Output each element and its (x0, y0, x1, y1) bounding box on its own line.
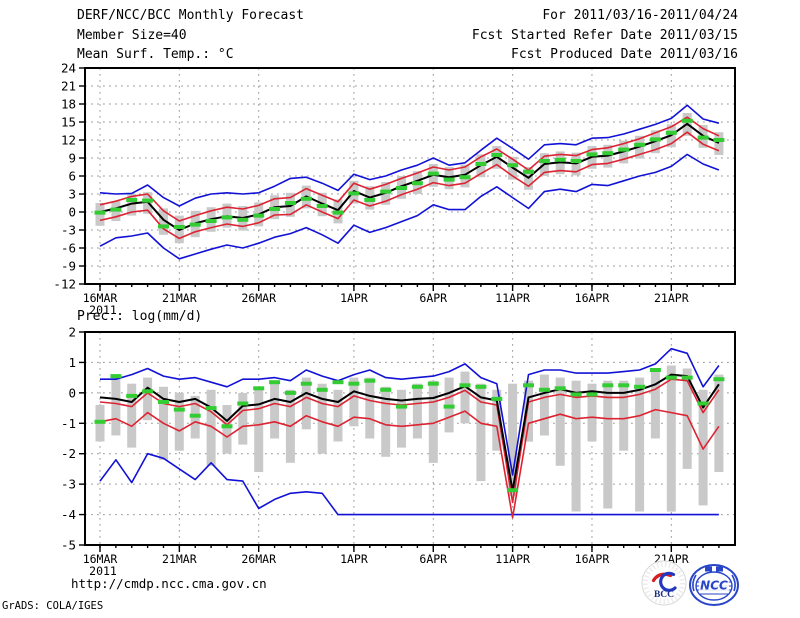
ncc-logo-laurel (692, 574, 736, 592)
svg-text:16MAR: 16MAR (83, 552, 118, 566)
ncc-logo-text: NCC (700, 579, 728, 593)
svg-text:18: 18 (61, 97, 76, 112)
svg-text:1APR: 1APR (340, 291, 368, 305)
ensemble-mean-line (99, 373, 720, 492)
ncc-logo: NCC (689, 564, 739, 606)
grads-credit: GrADS: COLA/IGES (2, 600, 104, 612)
lower-quartile-line (99, 408, 720, 519)
source-url-link[interactable]: http://cmdp.ncc.cma.gov.cn (71, 576, 267, 591)
bcc-logo-ring (641, 560, 687, 606)
svg-text:6APR: 6APR (419, 552, 447, 566)
observation-markers (94, 368, 725, 493)
bcc-logo-red-swirl (651, 572, 673, 583)
upper-quartile-line (99, 378, 720, 504)
lower-quartile-line (99, 131, 720, 240)
member-size-label: Member Size=40 (77, 28, 187, 43)
svg-text:16MAR: 16MAR (83, 291, 118, 305)
svg-text:-5: -5 (61, 538, 76, 553)
svg-text:-6: -6 (61, 241, 76, 256)
svg-text:9: 9 (68, 151, 76, 166)
bcc-logo: BCC (641, 560, 687, 606)
ensemble-mean-line (99, 122, 720, 231)
bcc-logo-blue-swirl (659, 571, 677, 592)
svg-text:21MAR: 21MAR (162, 291, 197, 305)
svg-text:1APR: 1APR (340, 552, 368, 566)
svg-text:2011: 2011 (89, 303, 117, 317)
svg-text:15: 15 (61, 115, 76, 130)
page-title: DERF/NCC/BCC Monthly Forecast (77, 8, 304, 23)
svg-text:26MAR: 26MAR (241, 552, 276, 566)
bcc-logo-ring-text (643, 562, 685, 604)
bcc-logo-text: BCC (654, 590, 674, 600)
svg-text:-2: -2 (61, 446, 76, 461)
precipitation-panel-title: Prec.: log(mm/d) (77, 309, 203, 324)
ncc-logo-band (699, 580, 729, 591)
upper-quartile-line (99, 116, 720, 222)
ncc-logo-cjk-mark-1 (705, 566, 712, 572)
svg-text:12: 12 (61, 133, 76, 148)
svg-text:2011: 2011 (89, 564, 117, 578)
svg-text:11APR: 11APR (495, 552, 530, 566)
axes (79, 331, 720, 552)
svg-text:21: 21 (61, 79, 76, 94)
svg-text:0: 0 (68, 205, 76, 220)
ncc-logo-cjk-mark-2 (716, 566, 723, 572)
svg-text:-3: -3 (61, 223, 76, 238)
svg-text:21MAR: 21MAR (162, 552, 197, 566)
svg-text:16APR: 16APR (575, 291, 610, 305)
ensemble-max-line (100, 347, 720, 476)
svg-text:21APR: 21APR (654, 291, 689, 305)
svg-text:1: 1 (68, 355, 76, 370)
ensemble-spread-bars (95, 365, 724, 512)
svg-text:-1: -1 (61, 416, 76, 431)
ensemble-max-line (99, 104, 720, 207)
svg-text:6APR: 6APR (419, 291, 447, 305)
fcst-produced-label: Fcst Produced Date 2011/03/16 (511, 47, 738, 62)
forecast-range-label: For 2011/03/16-2011/04/24 (542, 8, 738, 23)
axes (79, 67, 720, 291)
svg-text:-3: -3 (61, 477, 76, 492)
svg-text:-9: -9 (61, 259, 76, 274)
fcst-started-label: Fcst Started Refer Date 2011/03/15 (471, 28, 738, 43)
ensemble-min-line (99, 452, 719, 516)
svg-text:2: 2 (68, 325, 76, 340)
plot-frame (84, 331, 736, 546)
svg-text:0: 0 (68, 385, 76, 400)
svg-text:6: 6 (68, 169, 76, 184)
svg-text:26MAR: 26MAR (241, 291, 276, 305)
temperature-panel-title: Mean Surf. Temp.: °C (77, 47, 234, 62)
svg-text:24: 24 (61, 61, 76, 76)
ensemble-min-line (99, 153, 720, 260)
svg-text:16APR: 16APR (575, 552, 610, 566)
svg-text:-12: -12 (53, 277, 76, 292)
svg-text:11APR: 11APR (495, 291, 530, 305)
svg-text:-4: -4 (61, 507, 76, 522)
svg-text:3: 3 (68, 187, 76, 202)
observation-markers (94, 118, 725, 229)
